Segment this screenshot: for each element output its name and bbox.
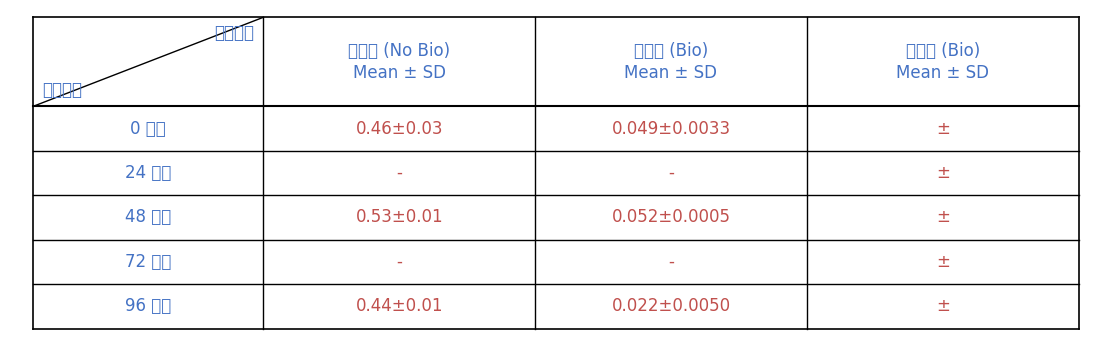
Text: ±: ± [936,209,950,227]
Text: 지수식 (No Bio): 지수식 (No Bio) [348,42,450,60]
Text: ±: ± [936,253,950,271]
Text: -: - [668,253,674,271]
Text: 0.53±0.01: 0.53±0.01 [356,209,443,227]
Text: ±: ± [936,164,950,182]
Text: -: - [396,253,403,271]
Text: -: - [668,164,674,182]
Text: 0.022±0.0050: 0.022±0.0050 [612,298,731,316]
Text: ±: ± [936,119,950,137]
Text: 0.049±0.0033: 0.049±0.0033 [612,119,731,137]
Text: 경과시간: 경과시간 [42,81,82,99]
Text: 지수식 (Bio): 지수식 (Bio) [634,42,708,60]
Text: 0 시간: 0 시간 [130,119,166,137]
Text: ±: ± [936,298,950,316]
Text: 0.052±0.0005: 0.052±0.0005 [612,209,731,227]
Text: Mean ± SD: Mean ± SD [353,64,446,82]
Text: 24 시간: 24 시간 [126,164,171,182]
Text: 96 시간: 96 시간 [126,298,171,316]
Text: 유수식 (Bio): 유수식 (Bio) [905,42,980,60]
Text: -: - [396,164,403,182]
Text: 48 시간: 48 시간 [126,209,171,227]
Text: 0.46±0.03: 0.46±0.03 [356,119,443,137]
Text: 72 시간: 72 시간 [126,253,171,271]
Text: Mean ± SD: Mean ± SD [896,64,990,82]
Text: 0.44±0.01: 0.44±0.01 [356,298,443,316]
Text: Mean ± SD: Mean ± SD [625,64,717,82]
Text: 시험항목: 시험항목 [215,24,255,42]
